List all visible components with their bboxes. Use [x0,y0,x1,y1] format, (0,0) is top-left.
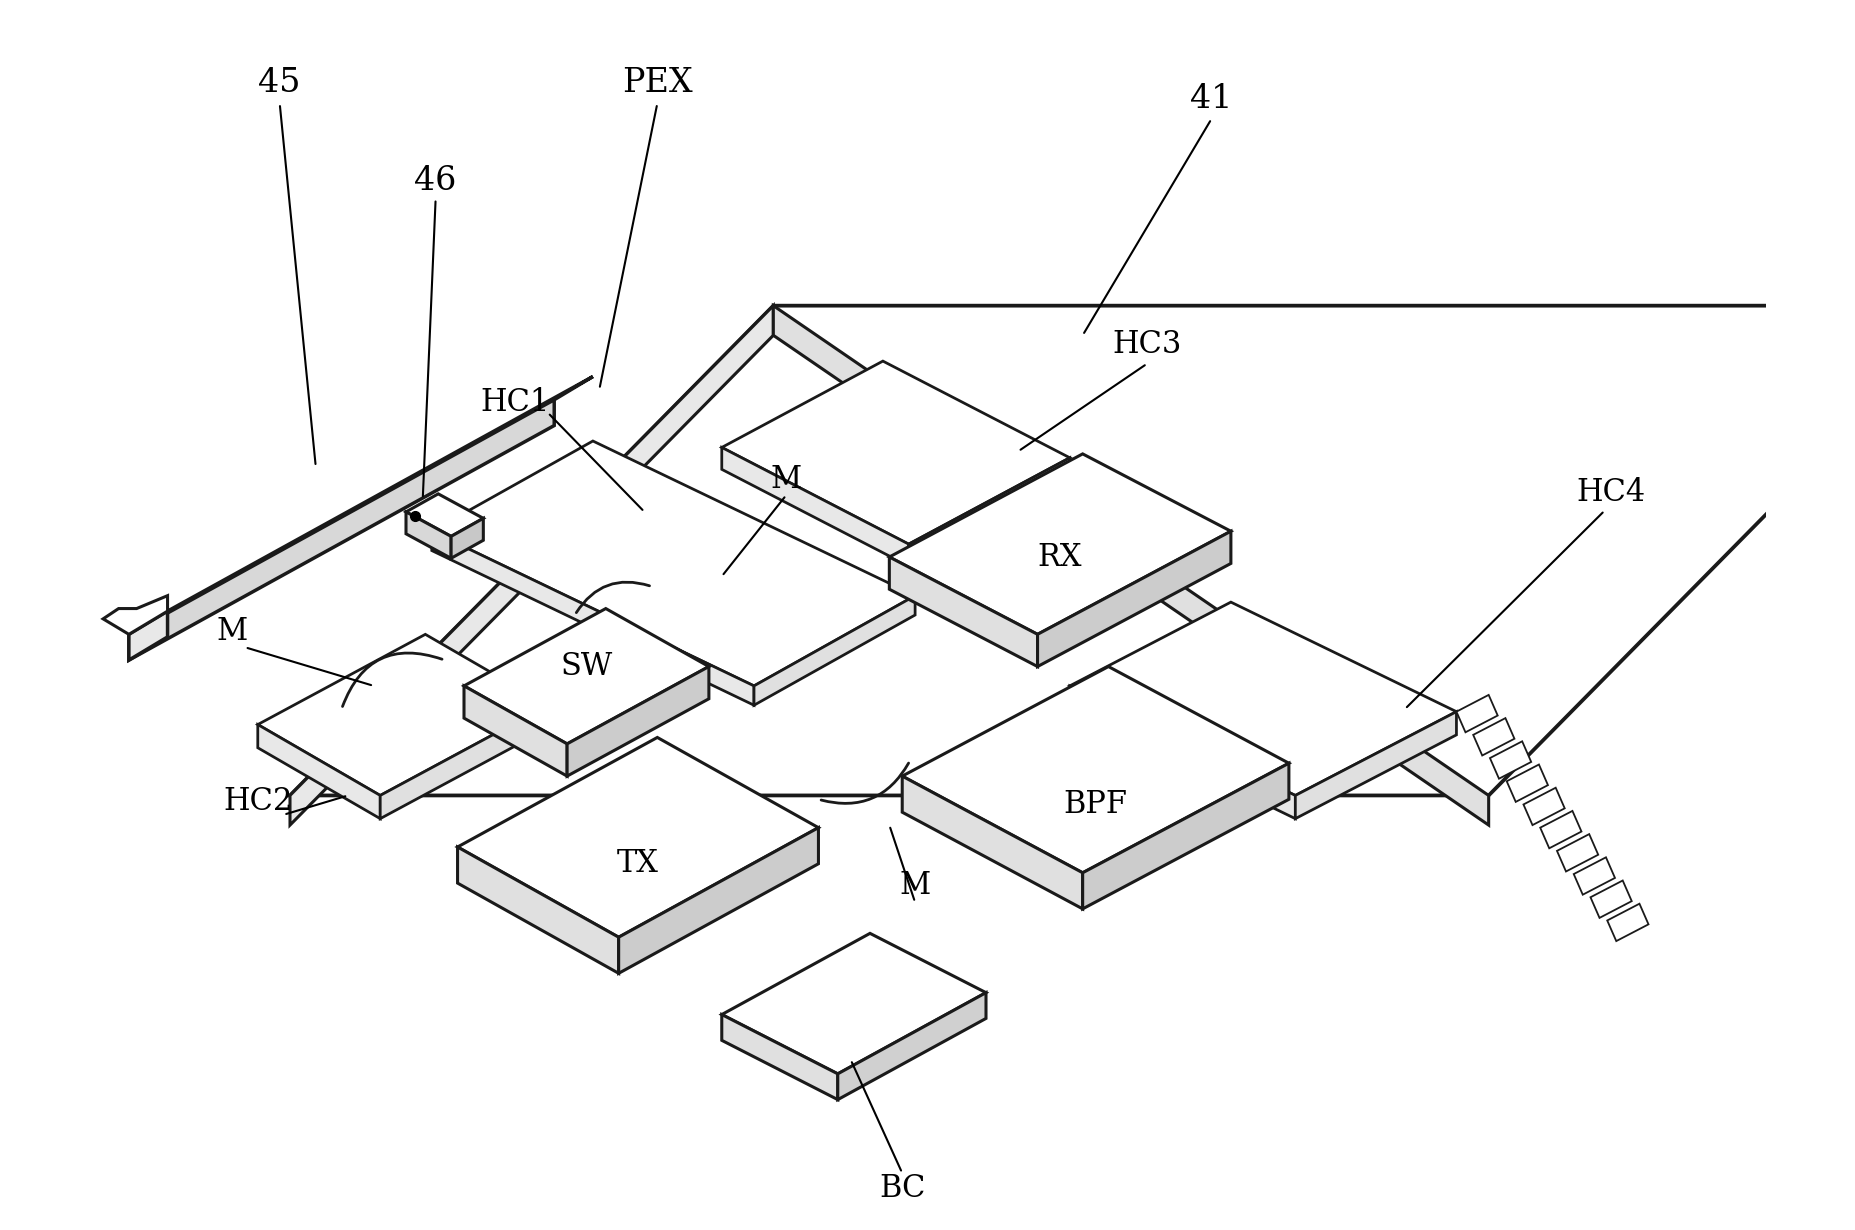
Text: 45: 45 [258,66,301,98]
Text: SW: SW [560,651,612,683]
Polygon shape [568,667,709,776]
Polygon shape [909,458,1068,566]
Polygon shape [128,611,167,661]
Polygon shape [128,400,555,661]
Polygon shape [837,993,985,1100]
Polygon shape [1590,881,1631,918]
Polygon shape [128,376,592,635]
Polygon shape [1556,834,1597,872]
Polygon shape [464,686,568,776]
Text: TX: TX [616,849,659,879]
Polygon shape [406,493,482,536]
Polygon shape [1506,765,1547,802]
Text: M: M [217,616,247,647]
Polygon shape [432,442,915,686]
Polygon shape [451,518,482,558]
Polygon shape [902,776,1081,909]
Polygon shape [104,595,167,635]
Polygon shape [722,448,909,566]
Polygon shape [458,738,818,937]
Polygon shape [1037,531,1230,667]
Polygon shape [889,557,1037,667]
Polygon shape [722,934,985,1074]
Polygon shape [774,306,1488,825]
Polygon shape [406,512,451,558]
Polygon shape [1490,742,1530,779]
Polygon shape [722,1015,837,1100]
Text: HC4: HC4 [1575,477,1645,508]
Polygon shape [1540,811,1580,849]
Polygon shape [289,306,1855,796]
Polygon shape [432,531,753,705]
Text: HC2: HC2 [223,786,293,818]
Text: PEX: PEX [621,66,692,98]
Text: RX: RX [1037,541,1081,572]
Text: HC1: HC1 [480,386,549,418]
Text: 41: 41 [1189,84,1232,116]
Text: BPF: BPF [1063,788,1128,820]
Text: BC: BC [879,1173,926,1204]
Polygon shape [1295,712,1456,819]
Polygon shape [618,828,818,973]
Polygon shape [722,362,1068,544]
Polygon shape [289,306,774,825]
Polygon shape [902,667,1287,873]
Polygon shape [1068,603,1456,796]
Polygon shape [1456,695,1497,732]
Polygon shape [1523,787,1564,825]
Text: M: M [900,870,929,902]
Polygon shape [889,454,1230,635]
Polygon shape [1573,857,1614,894]
Polygon shape [1606,904,1647,941]
Polygon shape [258,635,547,796]
Polygon shape [258,724,380,819]
Polygon shape [380,705,547,819]
Text: HC3: HC3 [1111,328,1182,360]
Polygon shape [458,847,618,973]
Polygon shape [1473,718,1514,755]
Polygon shape [464,609,709,744]
Text: M: M [770,464,801,496]
Text: 46: 46 [414,165,456,197]
Polygon shape [1081,764,1287,909]
Polygon shape [753,595,915,705]
Polygon shape [1068,686,1295,819]
